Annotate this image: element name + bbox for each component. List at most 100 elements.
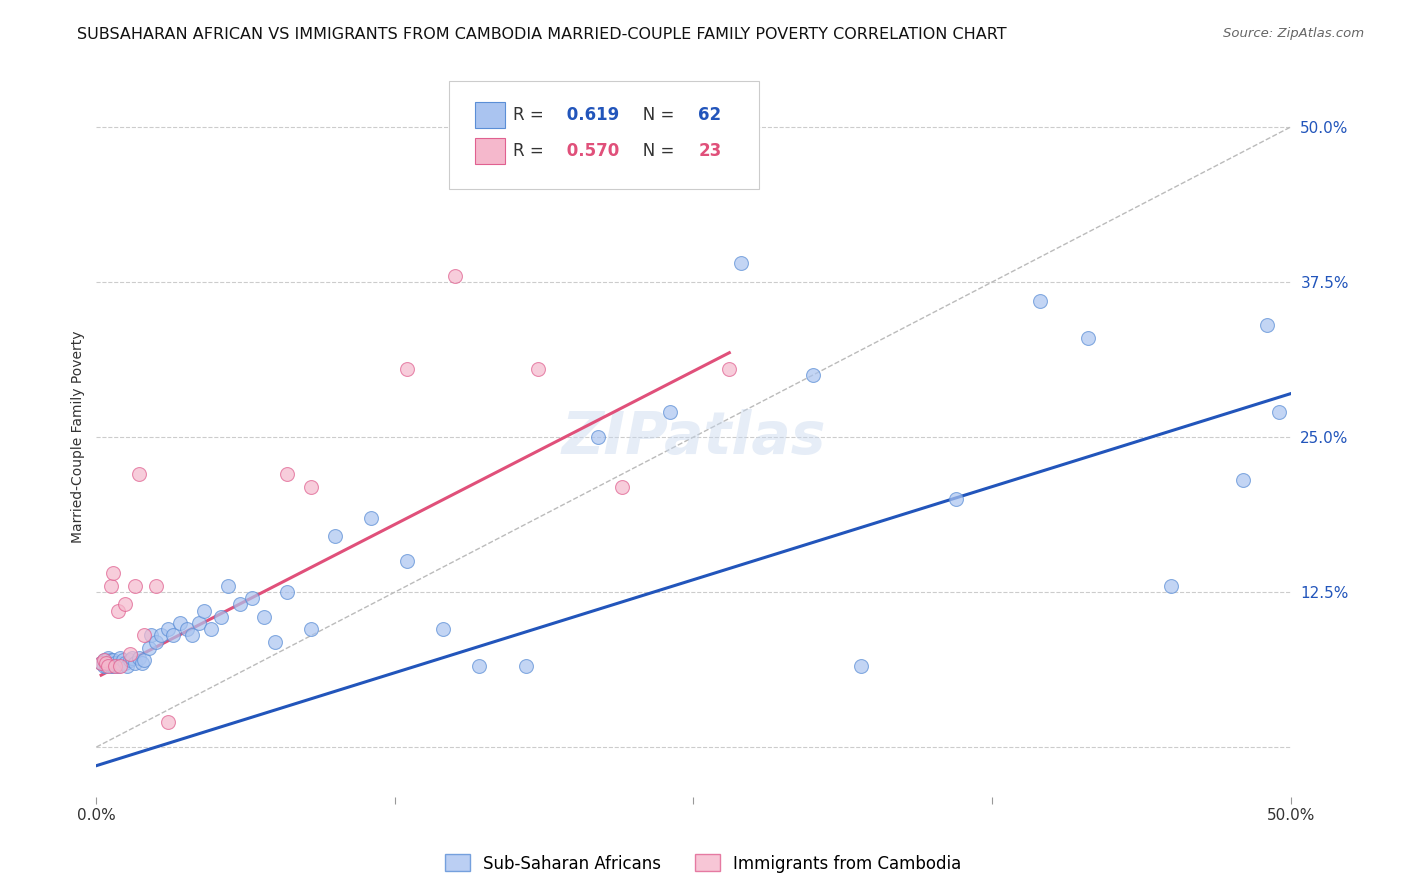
Point bbox=[586, 430, 609, 444]
Point bbox=[145, 634, 167, 648]
Point bbox=[156, 622, 179, 636]
Point bbox=[121, 650, 143, 665]
Point bbox=[1029, 293, 1052, 308]
Point bbox=[97, 650, 120, 665]
Text: N =: N = bbox=[627, 142, 679, 160]
Point bbox=[107, 604, 129, 618]
Point bbox=[101, 566, 124, 581]
Point bbox=[145, 579, 167, 593]
Point bbox=[515, 659, 537, 673]
Point bbox=[110, 650, 132, 665]
Point bbox=[801, 368, 824, 382]
Point bbox=[134, 628, 156, 642]
Point bbox=[718, 362, 741, 376]
Point bbox=[94, 659, 117, 673]
Point bbox=[94, 653, 117, 667]
Point bbox=[93, 653, 115, 667]
Text: 0.619: 0.619 bbox=[561, 106, 619, 124]
Point bbox=[252, 610, 274, 624]
Text: 62: 62 bbox=[699, 106, 721, 124]
Point bbox=[107, 659, 129, 673]
Point bbox=[110, 656, 132, 670]
Point bbox=[118, 653, 141, 667]
Point bbox=[467, 659, 489, 673]
Point bbox=[395, 554, 418, 568]
Point bbox=[101, 659, 124, 673]
Point bbox=[527, 362, 550, 376]
Text: Source: ZipAtlas.com: Source: ZipAtlas.com bbox=[1223, 27, 1364, 40]
Point bbox=[658, 405, 681, 419]
Point bbox=[276, 467, 298, 482]
Point bbox=[209, 610, 232, 624]
Point bbox=[395, 362, 418, 376]
FancyBboxPatch shape bbox=[475, 102, 505, 128]
Point bbox=[100, 653, 122, 667]
Point bbox=[138, 640, 160, 655]
Point bbox=[200, 622, 222, 636]
Point bbox=[443, 268, 465, 283]
Text: 23: 23 bbox=[699, 142, 721, 160]
Point bbox=[124, 579, 146, 593]
Point bbox=[114, 656, 136, 670]
Point bbox=[128, 650, 150, 665]
Point bbox=[1232, 474, 1254, 488]
Text: R =: R = bbox=[513, 106, 550, 124]
Text: SUBSAHARAN AFRICAN VS IMMIGRANTS FROM CAMBODIA MARRIED-COUPLE FAMILY POVERTY COR: SUBSAHARAN AFRICAN VS IMMIGRANTS FROM CA… bbox=[77, 27, 1007, 42]
Point bbox=[90, 656, 112, 670]
Point bbox=[299, 480, 322, 494]
Point bbox=[240, 591, 263, 606]
Point bbox=[90, 656, 112, 670]
Point bbox=[1256, 318, 1278, 333]
Point bbox=[1160, 579, 1182, 593]
Point bbox=[193, 604, 215, 618]
Point bbox=[432, 622, 454, 636]
Point bbox=[188, 616, 211, 631]
Point bbox=[94, 656, 117, 670]
Point bbox=[118, 647, 141, 661]
Point bbox=[134, 653, 156, 667]
Point bbox=[217, 579, 239, 593]
Point bbox=[276, 585, 298, 599]
Point bbox=[156, 715, 179, 730]
Point bbox=[149, 628, 172, 642]
Point bbox=[945, 491, 967, 506]
Point bbox=[849, 659, 872, 673]
Point bbox=[97, 659, 120, 673]
Text: N =: N = bbox=[627, 106, 679, 124]
Point bbox=[176, 622, 198, 636]
Point bbox=[97, 656, 120, 670]
Point bbox=[117, 659, 139, 673]
FancyBboxPatch shape bbox=[475, 138, 505, 164]
Point bbox=[93, 659, 115, 673]
Point bbox=[128, 467, 150, 482]
Y-axis label: Married-Couple Family Poverty: Married-Couple Family Poverty bbox=[72, 331, 86, 543]
Point bbox=[180, 628, 202, 642]
Text: ZIPatlas: ZIPatlas bbox=[561, 409, 825, 466]
Point bbox=[299, 622, 322, 636]
Point bbox=[323, 529, 346, 543]
Point bbox=[110, 659, 132, 673]
Point bbox=[100, 579, 122, 593]
Point bbox=[162, 628, 184, 642]
Point bbox=[1267, 405, 1289, 419]
Point bbox=[93, 653, 115, 667]
Point bbox=[101, 653, 124, 667]
Point bbox=[360, 510, 382, 524]
Point bbox=[131, 656, 153, 670]
Point bbox=[730, 256, 752, 270]
Point bbox=[264, 634, 287, 648]
Point bbox=[141, 628, 163, 642]
Point bbox=[104, 659, 127, 673]
Point bbox=[610, 480, 633, 494]
Point bbox=[1077, 331, 1099, 345]
Point bbox=[228, 598, 250, 612]
Text: R =: R = bbox=[513, 142, 550, 160]
Point bbox=[124, 656, 146, 670]
Point bbox=[114, 598, 136, 612]
Legend: Sub-Saharan Africans, Immigrants from Cambodia: Sub-Saharan Africans, Immigrants from Ca… bbox=[439, 847, 967, 880]
Point bbox=[169, 616, 191, 631]
Point bbox=[104, 656, 127, 670]
Point bbox=[111, 653, 134, 667]
Text: 0.570: 0.570 bbox=[561, 142, 619, 160]
Point bbox=[100, 659, 122, 673]
